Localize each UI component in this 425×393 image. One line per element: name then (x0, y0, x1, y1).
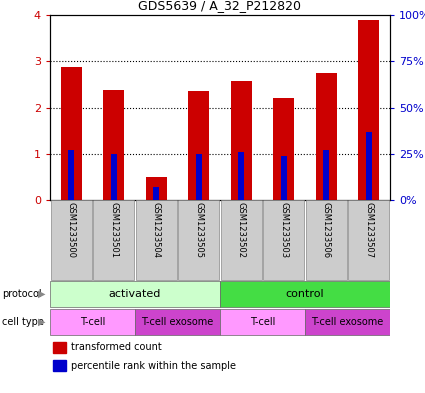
Bar (54, 342, 65, 353)
Bar (306, 200, 347, 280)
Text: GSM1233504: GSM1233504 (152, 202, 161, 259)
Bar (264, 200, 304, 280)
Bar (358, 20, 380, 200)
Text: GSM1233503: GSM1233503 (279, 202, 288, 259)
Bar (68, 150, 74, 200)
Text: GSM1233500: GSM1233500 (67, 202, 76, 259)
Text: T-cell: T-cell (250, 317, 275, 327)
Bar (103, 90, 125, 200)
Bar (146, 177, 167, 200)
Text: T-cell exosome: T-cell exosome (312, 317, 384, 327)
Text: T-cell: T-cell (80, 317, 105, 327)
Bar (305, 309, 390, 336)
Bar (136, 200, 177, 280)
Text: control: control (286, 289, 324, 299)
Text: GSM1233502: GSM1233502 (237, 202, 246, 259)
Text: protocol: protocol (2, 289, 42, 299)
Bar (51, 200, 92, 280)
Bar (238, 152, 244, 200)
Bar (280, 156, 287, 200)
Bar (323, 150, 329, 200)
Bar (50, 281, 220, 307)
Bar (231, 81, 252, 200)
Text: cell type: cell type (2, 317, 44, 327)
Bar (366, 132, 372, 200)
Text: ▶: ▶ (38, 317, 46, 327)
Bar (316, 73, 337, 200)
Text: transformed count: transformed count (71, 342, 162, 352)
Bar (196, 154, 202, 200)
Bar (135, 309, 220, 336)
Title: GDS5639 / A_32_P212820: GDS5639 / A_32_P212820 (139, 0, 301, 13)
Bar (50, 309, 135, 336)
Text: GSM1233506: GSM1233506 (322, 202, 331, 259)
Text: GSM1233505: GSM1233505 (194, 202, 203, 259)
Bar (221, 200, 262, 280)
Bar (54, 360, 65, 371)
Text: GSM1233507: GSM1233507 (364, 202, 373, 259)
Text: T-cell exosome: T-cell exosome (142, 317, 214, 327)
Bar (178, 200, 219, 280)
Text: activated: activated (109, 289, 161, 299)
Bar (348, 200, 389, 280)
Bar (61, 67, 82, 200)
Bar (153, 187, 159, 200)
Bar (110, 154, 117, 200)
Bar (273, 98, 295, 200)
Bar (220, 281, 390, 307)
Text: percentile rank within the sample: percentile rank within the sample (71, 361, 236, 371)
Text: GSM1233501: GSM1233501 (109, 202, 118, 259)
Bar (94, 200, 134, 280)
Bar (220, 309, 305, 336)
Bar (188, 91, 210, 200)
Text: ▶: ▶ (38, 289, 46, 299)
